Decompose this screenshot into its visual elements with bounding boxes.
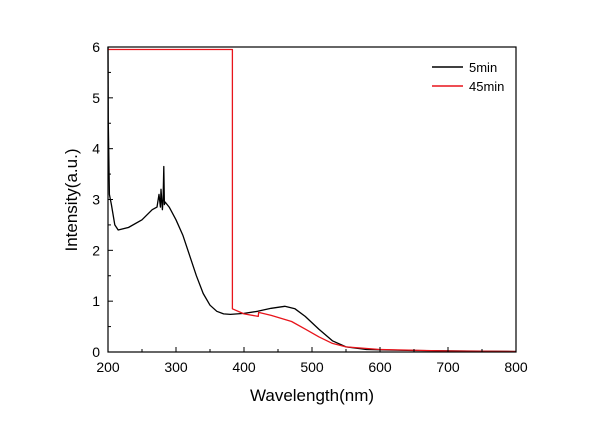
y-tick-label: 3 [92, 192, 100, 208]
y-tick-label: 6 [92, 39, 100, 55]
x-axis-label: Wavelength(nm) [250, 386, 374, 405]
axis-ticks: 200 300 400 500 600 700 800 0 1 2 3 4 5 6 [92, 39, 528, 375]
plot-frame [107, 46, 517, 353]
x-tick-label: 700 [436, 359, 460, 375]
legend-label-5min: 5min [469, 60, 497, 75]
y-tick-label: 4 [92, 141, 100, 157]
series-line-5min [107, 46, 517, 353]
plot-lines [107, 46, 517, 353]
x-tick-label: 800 [504, 359, 528, 375]
series-line-45min [108, 48, 517, 353]
x-tick-label: 400 [232, 359, 256, 375]
x-tick-label: 500 [300, 359, 324, 375]
legend-label-45min: 45min [469, 79, 504, 94]
legend: 5min 45min [432, 60, 504, 94]
y-tick-label: 5 [92, 90, 100, 106]
x-tick-label: 300 [164, 359, 188, 375]
y-tick-label: 0 [92, 344, 100, 360]
y-tick-label: 1 [92, 293, 100, 309]
x-tick-label: 200 [96, 359, 120, 375]
y-axis-label: Intensity(a.u.) [62, 149, 81, 252]
y-tick-label: 2 [92, 242, 100, 258]
x-tick-label: 600 [368, 359, 392, 375]
